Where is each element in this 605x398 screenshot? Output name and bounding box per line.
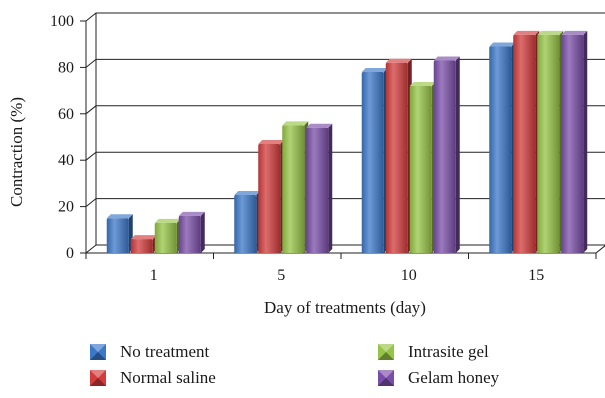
bar-top <box>489 42 516 47</box>
legend-item: Normal saline <box>90 368 216 387</box>
bar <box>234 191 261 253</box>
legend-swatch-shadow <box>378 378 394 386</box>
bar <box>537 30 564 254</box>
bar-side <box>328 123 333 253</box>
legend-swatch-bevel <box>90 370 106 378</box>
gridline <box>85 12 605 22</box>
bar-top <box>561 30 588 35</box>
bar-top <box>258 139 285 144</box>
bar <box>306 123 333 253</box>
legend-swatch-shadow <box>90 352 106 360</box>
bar-front <box>537 34 560 253</box>
bar-top <box>106 214 133 219</box>
bar-front <box>130 239 153 253</box>
x-tick-label: 1 <box>150 267 158 284</box>
legend-item: Intrasite gel <box>378 342 489 361</box>
bar <box>361 68 388 253</box>
bar <box>489 42 516 253</box>
bar-top <box>513 30 540 35</box>
bar-front <box>258 143 281 253</box>
bar <box>561 30 588 254</box>
y-tick-label: 0 <box>66 245 74 262</box>
legend-label: No treatment <box>120 342 209 361</box>
bar-top <box>537 30 564 35</box>
bar <box>130 235 157 253</box>
legend-swatch-bevel <box>378 370 394 378</box>
bar-front <box>106 218 129 253</box>
x-tick-label: 15 <box>528 267 544 284</box>
x-tick-label: 5 <box>277 267 285 284</box>
bar <box>178 211 205 253</box>
y-axis-title: Contraction (%) <box>7 97 26 207</box>
bar-top <box>409 81 436 86</box>
legend-swatch-shadow <box>378 352 394 360</box>
bar-front <box>385 62 408 254</box>
legend-item: Gelam honey <box>378 368 500 387</box>
bar-side <box>583 30 588 254</box>
bar-side <box>200 211 205 253</box>
x-tick-label: 10 <box>401 267 417 284</box>
bar-front <box>409 85 432 254</box>
x-axis-title: Day of treatments (day) <box>264 298 426 317</box>
bar-front <box>513 34 536 253</box>
bar-front <box>154 222 177 253</box>
bars <box>106 30 588 254</box>
legend-swatch-bevel <box>90 344 106 352</box>
bar-front <box>306 127 329 253</box>
legend-item: No treatment <box>90 342 209 361</box>
bar-front <box>561 34 584 253</box>
bar-front <box>489 46 512 253</box>
legend-swatch-shadow <box>90 378 106 386</box>
legend-label: Normal saline <box>120 368 216 387</box>
bar-front <box>234 195 257 253</box>
bar <box>106 214 133 253</box>
bar-top <box>130 235 157 240</box>
bar <box>513 30 540 254</box>
bar <box>282 121 309 254</box>
bar-front <box>178 215 201 253</box>
bar-top <box>385 58 412 63</box>
y-tick-label: 80 <box>58 59 74 76</box>
bar-top <box>234 191 261 195</box>
bar <box>385 58 412 254</box>
bar <box>433 56 460 253</box>
bar <box>154 218 181 253</box>
legend: No treatment Normal saline Intrasite gel Ge… <box>90 342 500 387</box>
bar <box>409 81 436 254</box>
y-tick-label: 60 <box>58 106 74 123</box>
y-tick-label: 100 <box>50 13 74 30</box>
legend-label: Intrasite gel <box>408 342 489 361</box>
bar <box>258 139 285 253</box>
bar-front <box>433 60 456 253</box>
bar-top <box>282 121 309 126</box>
bar-top <box>306 123 333 128</box>
y-tick-label: 40 <box>58 152 74 169</box>
legend-swatch-bevel <box>378 344 394 352</box>
legend-label: Gelam honey <box>408 368 500 387</box>
bar-front <box>361 72 384 253</box>
bar-top <box>361 68 388 73</box>
bar-top <box>154 218 181 223</box>
bar-top <box>178 211 205 216</box>
bar-side <box>455 56 460 253</box>
y-tick-label: 20 <box>58 199 74 216</box>
bar-top <box>433 56 460 61</box>
bar-front <box>282 125 305 253</box>
